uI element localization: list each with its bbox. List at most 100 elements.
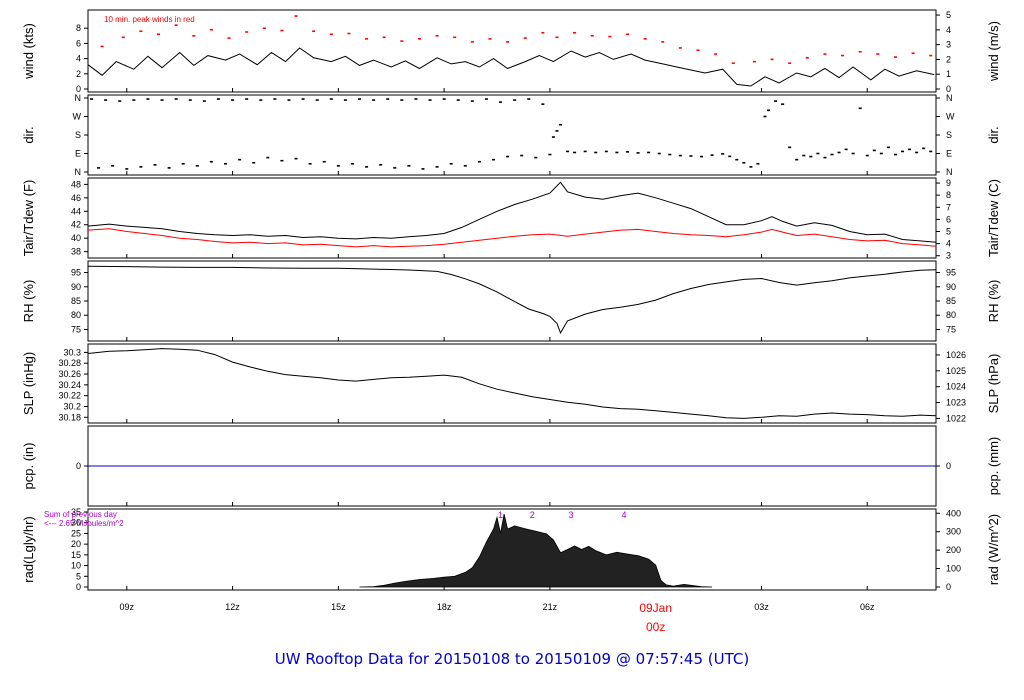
series-line-temp-0 [87, 181, 937, 243]
data-point-dir [132, 99, 136, 101]
data-point-dir [400, 99, 404, 101]
data-point-dir [678, 154, 682, 157]
data-point-dir [266, 156, 270, 159]
ytick-label-left-wind: 6 [76, 38, 81, 48]
data-point-wind [555, 36, 559, 39]
data-point-wind [121, 36, 125, 39]
ytick-label-left-rh: 75 [71, 324, 81, 334]
data-point-wind [312, 30, 316, 33]
data-point-wind [590, 35, 594, 37]
data-point-dir [463, 165, 467, 167]
data-point-dir [774, 100, 778, 102]
data-point-dir [294, 157, 298, 160]
ylabel-left-rad: rad(Lgly/hr) [21, 516, 36, 582]
data-point-dir [823, 156, 827, 159]
data-point-dir [188, 99, 192, 101]
data-point-dir [551, 136, 555, 138]
data-point-wind [876, 53, 880, 55]
series-line-temp-1 [87, 228, 937, 248]
data-point-dir [816, 152, 820, 155]
day-marker-date: 09Jan [639, 601, 672, 615]
data-point-dir [491, 158, 495, 161]
data-point-dir [174, 98, 178, 100]
data-point-dir [343, 99, 347, 101]
data-point-dir [160, 99, 164, 101]
day-marker-time: 00z [646, 620, 665, 634]
data-point-dir [625, 151, 629, 153]
data-point-wind [911, 52, 915, 55]
data-point-dir [407, 165, 411, 167]
data-point-dir [477, 160, 481, 163]
data-point-dir [499, 101, 503, 103]
hour-mark-3: 3 [569, 510, 574, 520]
data-point-dir [470, 100, 474, 102]
ylabel-right-rh: RH (%) [986, 280, 1001, 323]
data-point-dir [915, 151, 919, 154]
ytick-label-left-dir: N [75, 93, 82, 103]
data-point-dir [922, 147, 926, 150]
ytick-label-left-dir: W [73, 112, 82, 122]
data-point-dir [742, 161, 746, 164]
data-point-wind [714, 53, 718, 55]
ytick-label-right-wind: 5 [946, 10, 951, 20]
data-point-dir [336, 165, 340, 167]
ytick-label-left-slp: 30.18 [58, 412, 81, 422]
ytick-label-left-rad: 25 [71, 528, 81, 538]
ytick-label-right-temp: 5 [946, 227, 951, 237]
data-point-dir [513, 99, 517, 101]
data-point-dir [245, 98, 249, 100]
data-point-dir [231, 99, 235, 101]
ytick-label-left-rad: 15 [71, 550, 81, 560]
data-point-wind [209, 28, 213, 31]
data-point-dir [414, 98, 418, 100]
data-point-wind [608, 35, 612, 38]
data-point-dir [929, 150, 933, 153]
data-point-wind [139, 30, 143, 33]
data-point-wind [573, 31, 577, 34]
time-tick-label: 18z [437, 602, 452, 612]
data-point-dir [830, 153, 834, 156]
data-point-dir [322, 160, 326, 163]
data-point-dir [735, 158, 739, 161]
data-point-wind [400, 40, 404, 42]
ytick-label-left-wind: 2 [76, 69, 81, 79]
data-point-wind [506, 41, 510, 43]
data-point-dir [421, 168, 425, 170]
series-line-slp-0 [87, 348, 937, 419]
ytick-label-left-dir: N [75, 167, 82, 177]
data-point-wind [470, 41, 474, 43]
series-line-rh-0 [87, 265, 937, 335]
ylabel-left-dir: dir. [21, 126, 36, 143]
data-point-dir [111, 165, 115, 167]
ytick-label-left-rad: 0 [76, 582, 81, 592]
data-point-dir [372, 99, 376, 101]
panel-frame-temp [87, 177, 937, 259]
data-point-wind [417, 38, 421, 40]
data-point-dir [167, 167, 171, 169]
data-point-wind [192, 35, 196, 37]
hour-mark-4: 4 [621, 510, 626, 520]
ytick-label-left-temp: 42 [71, 220, 81, 230]
data-point-dir [802, 154, 806, 157]
data-point-dir [484, 98, 488, 100]
ytick-label-right-rh: 90 [946, 282, 956, 292]
data-point-wind [329, 33, 333, 36]
data-point-wind [678, 47, 682, 49]
series-area-rad [359, 514, 713, 588]
data-point-dir [767, 109, 771, 112]
data-point-dir [273, 98, 277, 100]
data-point-dir [350, 162, 354, 165]
data-point-dir [749, 166, 753, 168]
ytick-label-right-dir: W [946, 112, 955, 122]
data-point-dir [365, 166, 369, 168]
data-point-wind [696, 49, 700, 52]
data-point-dir [216, 98, 220, 100]
ytick-label-right-wind: 0 [946, 84, 951, 94]
data-point-wind [643, 38, 647, 40]
time-tick-label: 09z [120, 602, 135, 612]
ytick-label-right-rh: 75 [946, 324, 956, 334]
data-point-dir [728, 155, 732, 158]
data-point-dir [301, 98, 305, 100]
data-point-dir [442, 98, 446, 100]
data-point-dir [837, 151, 841, 154]
